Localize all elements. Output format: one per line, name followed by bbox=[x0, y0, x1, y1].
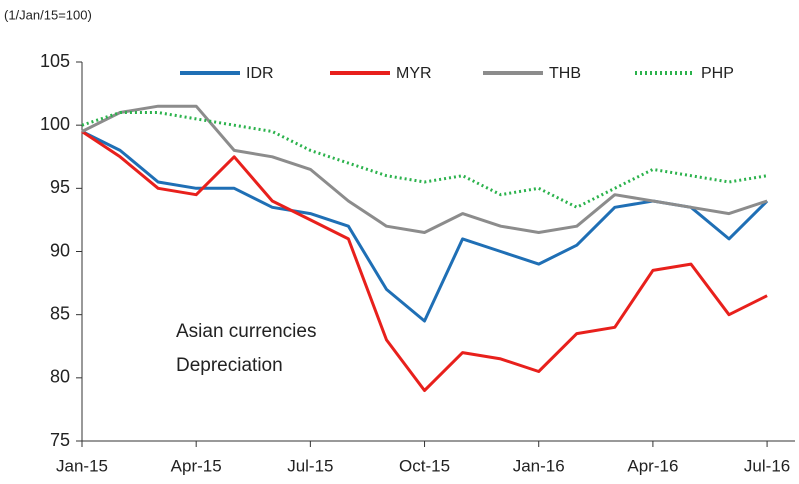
x-tick-label: Jan-16 bbox=[513, 456, 565, 475]
x-tick-label: Jul-16 bbox=[744, 456, 790, 475]
series-line bbox=[81, 130, 768, 392]
series-line bbox=[81, 130, 769, 323]
series-line bbox=[81, 111, 768, 209]
y-tick-label: 105 bbox=[40, 51, 70, 71]
y-tick-label: 85 bbox=[50, 303, 70, 323]
y-tick-label: 100 bbox=[40, 114, 70, 134]
y-tick-label: 95 bbox=[50, 177, 70, 197]
x-tick-label: Apr-15 bbox=[171, 456, 222, 475]
x-tick-label: Oct-15 bbox=[399, 456, 450, 475]
legend-label: IDR bbox=[246, 65, 274, 82]
annotation: Depreciation bbox=[176, 355, 283, 376]
unit-label: (1/Jan/15=100) bbox=[4, 7, 92, 22]
x-tick-label: Jul-15 bbox=[287, 456, 333, 475]
legend-label: MYR bbox=[396, 65, 432, 82]
y-tick-label: 75 bbox=[50, 430, 70, 450]
series-line bbox=[81, 104, 768, 234]
x-tick-label: Jan-15 bbox=[56, 456, 108, 475]
x-tick-label: Apr-16 bbox=[627, 456, 678, 475]
legend-label: PHP bbox=[701, 65, 734, 82]
annotation: Asian currencies bbox=[176, 321, 316, 342]
y-tick-label: 80 bbox=[50, 367, 70, 387]
legend-label: THB bbox=[549, 65, 581, 82]
y-tick-label: 90 bbox=[50, 240, 70, 260]
